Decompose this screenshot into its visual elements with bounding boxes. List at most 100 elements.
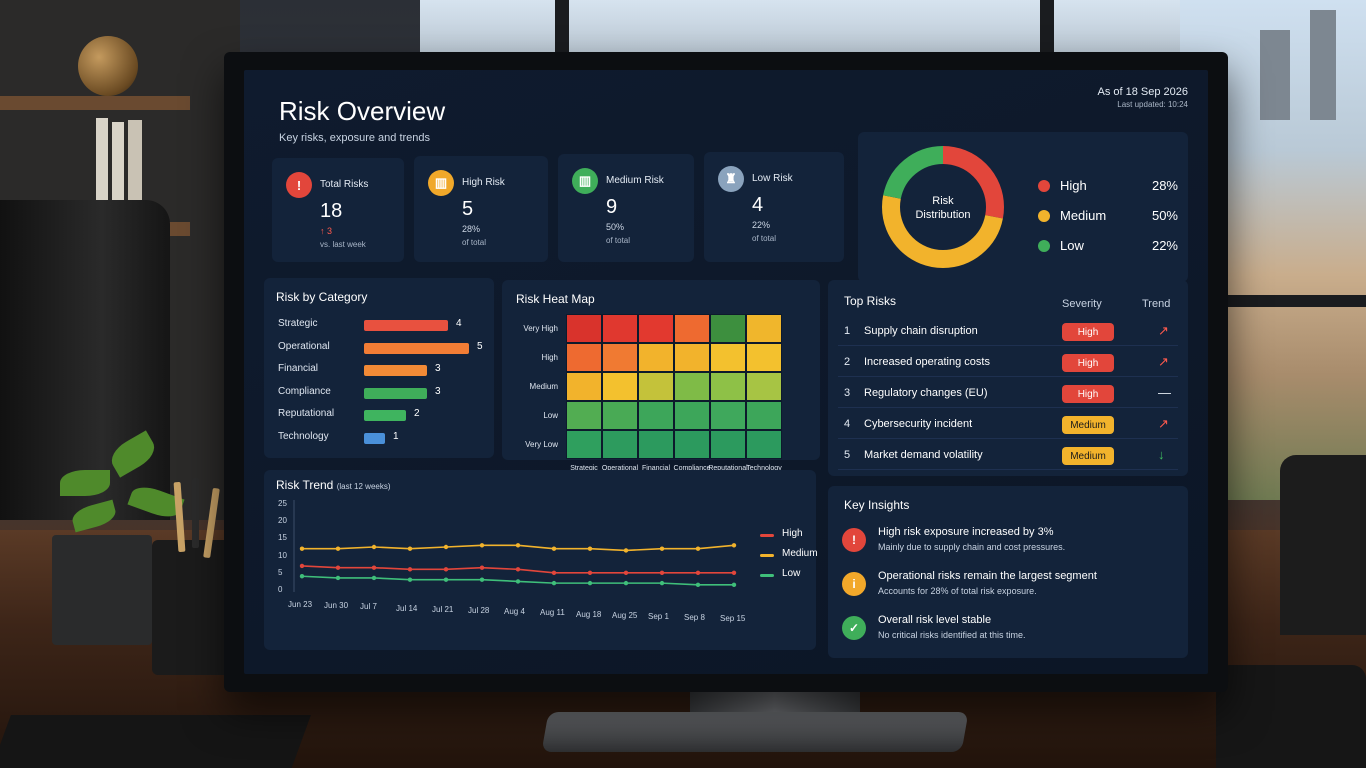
section-title: Top Risks bbox=[844, 294, 897, 308]
trend-point-low[interactable] bbox=[371, 575, 377, 581]
kpi-card-high[interactable]: ▥ High Risk 5 28% of total bbox=[414, 156, 548, 262]
heatmap-cell[interactable] bbox=[602, 401, 638, 430]
heatmap-cell[interactable] bbox=[710, 314, 746, 343]
heatmap-cell[interactable] bbox=[602, 343, 638, 372]
category-row[interactable]: Strategic 4 bbox=[278, 318, 488, 332]
heatmap-cell[interactable] bbox=[710, 372, 746, 401]
heatmap-cell[interactable] bbox=[566, 401, 602, 430]
top-risk-row[interactable]: 1 Supply chain disruption High ↗ bbox=[838, 318, 1178, 346]
heatmap-cell[interactable] bbox=[566, 372, 602, 401]
trend-point-low[interactable] bbox=[515, 579, 521, 584]
legend-row-low: Low 22% bbox=[1038, 238, 1178, 254]
heatmap-cell[interactable] bbox=[746, 430, 782, 459]
heatmap-cell[interactable] bbox=[638, 372, 674, 401]
trend-point-medium[interactable] bbox=[371, 544, 377, 550]
category-value: 4 bbox=[456, 318, 462, 329]
top-risk-row[interactable]: 4 Cybersecurity incident Medium ↗ bbox=[838, 411, 1178, 439]
trend-point-high[interactable] bbox=[443, 567, 449, 572]
heatmap-cell[interactable] bbox=[602, 372, 638, 401]
heatmap-cell[interactable] bbox=[746, 343, 782, 372]
kpi-card-medium[interactable]: ▥ Medium Risk 9 50% of total bbox=[558, 154, 694, 262]
trend-point-high[interactable] bbox=[407, 567, 413, 572]
heatmap-cell[interactable] bbox=[638, 314, 674, 343]
trend-point-low[interactable] bbox=[695, 582, 701, 588]
trend-point-high[interactable] bbox=[479, 565, 485, 570]
trend-point-high[interactable] bbox=[731, 570, 737, 575]
heatmap-cell[interactable] bbox=[674, 343, 710, 372]
x-tick-label: Aug 18 bbox=[576, 609, 602, 619]
heatmap-cell[interactable] bbox=[602, 430, 638, 459]
heatmap-cell[interactable] bbox=[674, 314, 710, 343]
trend-point-low[interactable] bbox=[551, 580, 557, 586]
trend-point-low[interactable] bbox=[731, 582, 737, 588]
category-row[interactable]: Operational 5 bbox=[278, 341, 488, 355]
trend-point-low[interactable] bbox=[443, 577, 449, 582]
heatmap-cell[interactable] bbox=[746, 372, 782, 401]
coffee-mug bbox=[1216, 665, 1366, 768]
trend-point-low[interactable] bbox=[299, 574, 305, 579]
trend-point-high[interactable] bbox=[371, 565, 377, 570]
trend-point-high[interactable] bbox=[551, 570, 557, 575]
trend-point-low[interactable] bbox=[407, 577, 413, 582]
category-row[interactable]: Reputational 2 bbox=[278, 408, 488, 422]
trend-point-high[interactable] bbox=[695, 570, 701, 575]
heatmap-cell[interactable] bbox=[710, 343, 746, 372]
heatmap-cell[interactable] bbox=[710, 430, 746, 459]
trend-point-medium[interactable] bbox=[479, 543, 485, 548]
heatmap-cell[interactable] bbox=[602, 314, 638, 343]
heatmap-cell[interactable] bbox=[566, 314, 602, 343]
trend-point-medium[interactable] bbox=[515, 543, 521, 548]
severity-badge: High bbox=[1062, 354, 1114, 372]
trend-point-medium[interactable] bbox=[731, 543, 737, 548]
trend-point-medium[interactable] bbox=[551, 546, 557, 551]
trend-point-medium[interactable] bbox=[407, 546, 413, 551]
category-row[interactable]: Compliance 3 bbox=[278, 386, 488, 400]
kpi-card-low[interactable]: ♜ Low Risk 4 22% of total bbox=[704, 152, 844, 262]
trend-point-high[interactable] bbox=[299, 563, 305, 569]
trend-point-medium[interactable] bbox=[335, 546, 341, 551]
monitor: Risk Overview Key risks, exposure and tr… bbox=[224, 52, 1228, 692]
top-risk-row[interactable]: 5 Market demand volatility Medium ↓ bbox=[838, 442, 1178, 470]
heatmap-cell[interactable] bbox=[674, 430, 710, 459]
trend-point-medium[interactable] bbox=[659, 546, 665, 551]
heatmap-cell[interactable] bbox=[746, 401, 782, 430]
category-row[interactable]: Financial 3 bbox=[278, 363, 488, 377]
trend-point-low[interactable] bbox=[623, 580, 629, 586]
top-risk-row[interactable]: 2 Increased operating costs High ↗ bbox=[838, 349, 1178, 377]
trend-point-high[interactable] bbox=[587, 570, 593, 575]
trend-point-medium[interactable] bbox=[587, 546, 593, 551]
tower bbox=[1260, 30, 1290, 120]
heatmap-cell[interactable] bbox=[638, 430, 674, 459]
trend-point-low[interactable] bbox=[587, 580, 593, 586]
heatmap-col-label: Compliance bbox=[673, 465, 711, 472]
trend-point-high[interactable] bbox=[335, 565, 341, 570]
heatmap-cell[interactable] bbox=[638, 401, 674, 430]
heatmap-cell[interactable] bbox=[674, 401, 710, 430]
heatmap-cell[interactable] bbox=[566, 430, 602, 459]
heatmap-cell[interactable] bbox=[566, 343, 602, 372]
heatmap-cell[interactable] bbox=[638, 343, 674, 372]
top-risk-row[interactable]: 3 Regulatory changes (EU) High — bbox=[838, 380, 1178, 408]
heatmap-col-label: Technology bbox=[746, 465, 782, 472]
trend-point-medium[interactable] bbox=[443, 544, 449, 550]
warning-icon: ! bbox=[842, 528, 866, 552]
donut-slice-low[interactable] bbox=[882, 146, 1004, 268]
trend-point-low[interactable] bbox=[659, 580, 665, 586]
heatmap-cell[interactable] bbox=[674, 372, 710, 401]
trend-point-low[interactable] bbox=[335, 575, 341, 581]
trend-point-medium[interactable] bbox=[299, 546, 305, 551]
trend-point-medium[interactable] bbox=[695, 546, 701, 551]
heatmap-cell[interactable] bbox=[746, 314, 782, 343]
trend-point-low[interactable] bbox=[479, 577, 485, 582]
kpi-label: Total Risks bbox=[320, 179, 369, 190]
trend-point-high[interactable] bbox=[515, 567, 521, 572]
legend-row-high: High 28% bbox=[1038, 178, 1178, 194]
donut-slice-medium[interactable] bbox=[882, 146, 1004, 268]
trend-point-high[interactable] bbox=[623, 570, 629, 575]
trend-point-high[interactable] bbox=[659, 570, 665, 575]
category-row[interactable]: Technology 1 bbox=[278, 431, 488, 445]
window-frame bbox=[1225, 295, 1366, 307]
kpi-card-total[interactable]: ! Total Risks 18 ↑ 3 vs. last week bbox=[272, 158, 404, 262]
heatmap-cell[interactable] bbox=[710, 401, 746, 430]
trend-point-medium[interactable] bbox=[623, 548, 629, 553]
